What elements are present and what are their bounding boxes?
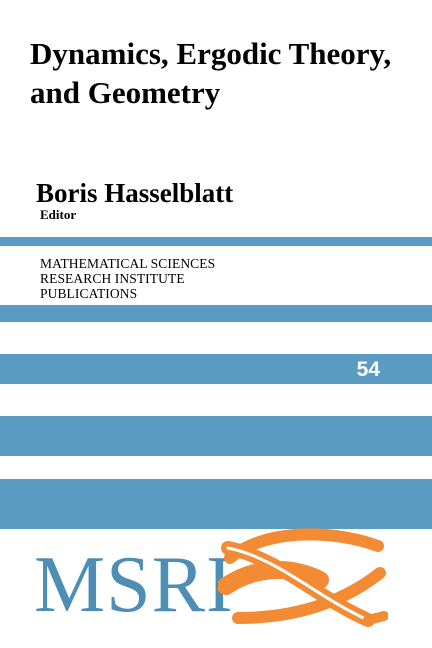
stripe-5 <box>0 479 432 529</box>
stripe-2 <box>0 305 432 322</box>
series-name: MATHEMATICAL SCIENCES RESEARCH INSTITUTE… <box>40 256 215 301</box>
publisher-logo-text: MSRI <box>34 541 234 629</box>
book-title: Dynamics, Ergodic Theory, and Geometry <box>30 34 420 112</box>
editor-name: Boris Hasselblatt <box>36 178 234 208</box>
stripe-4 <box>0 416 432 456</box>
book-title-line-1: Dynamics, Ergodic Theory, <box>30 36 392 71</box>
series-line-1: MATHEMATICAL SCIENCES <box>40 256 216 271</box>
msri-swoosh-logo-icon <box>218 528 388 627</box>
volume-number: 54 <box>356 358 380 381</box>
series-line-2: RESEARCH INSTITUTE <box>40 271 185 286</box>
book-title-line-2: and Geometry <box>30 75 221 110</box>
stripe-1 <box>0 237 432 246</box>
editor-role: Editor <box>40 207 77 222</box>
series-line-3: PUBLICATIONS <box>40 286 138 301</box>
stripe-3 <box>0 354 432 384</box>
